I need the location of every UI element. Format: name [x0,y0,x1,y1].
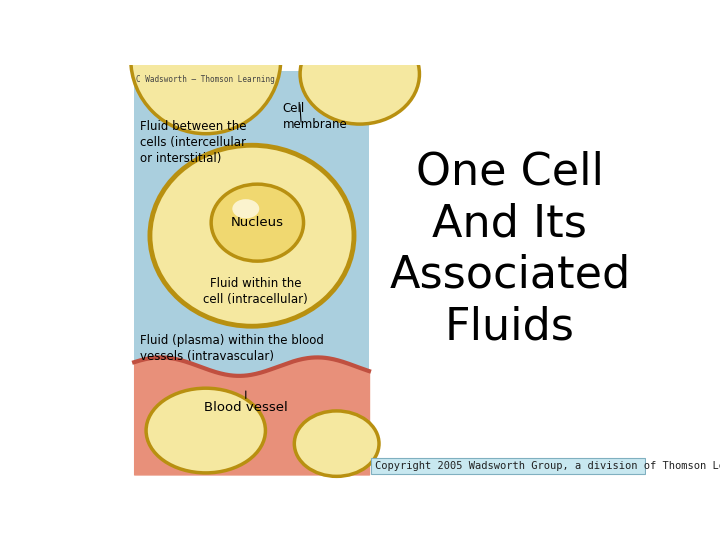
Text: C Wadsworth – Thomson Learning: C Wadsworth – Thomson Learning [137,75,275,84]
Ellipse shape [150,145,354,326]
Ellipse shape [146,388,266,473]
Text: Blood vessel: Blood vessel [204,401,288,414]
Text: Nucleus: Nucleus [231,216,284,229]
Ellipse shape [233,199,259,218]
Text: Copyright 2005 Wadsworth Group, a division of Thomson Learning: Copyright 2005 Wadsworth Group, a divisi… [375,461,720,471]
Ellipse shape [131,0,281,134]
Ellipse shape [294,411,379,476]
Bar [134,71,369,475]
Ellipse shape [300,24,420,124]
FancyBboxPatch shape [371,457,644,475]
Text: Fluid within the
cell (intracellular): Fluid within the cell (intracellular) [204,276,308,306]
Text: Fluid between the
cells (intercellular
or interstitial): Fluid between the cells (intercellular o… [140,120,247,165]
Text: Cell
membrane: Cell membrane [283,102,348,131]
Text: Fluid (plasma) within the blood
vessels (intravascular): Fluid (plasma) within the blood vessels … [140,334,324,363]
Text: One Cell
And Its
Associated
Fluids: One Cell And Its Associated Fluids [390,151,631,348]
Ellipse shape [211,184,304,261]
